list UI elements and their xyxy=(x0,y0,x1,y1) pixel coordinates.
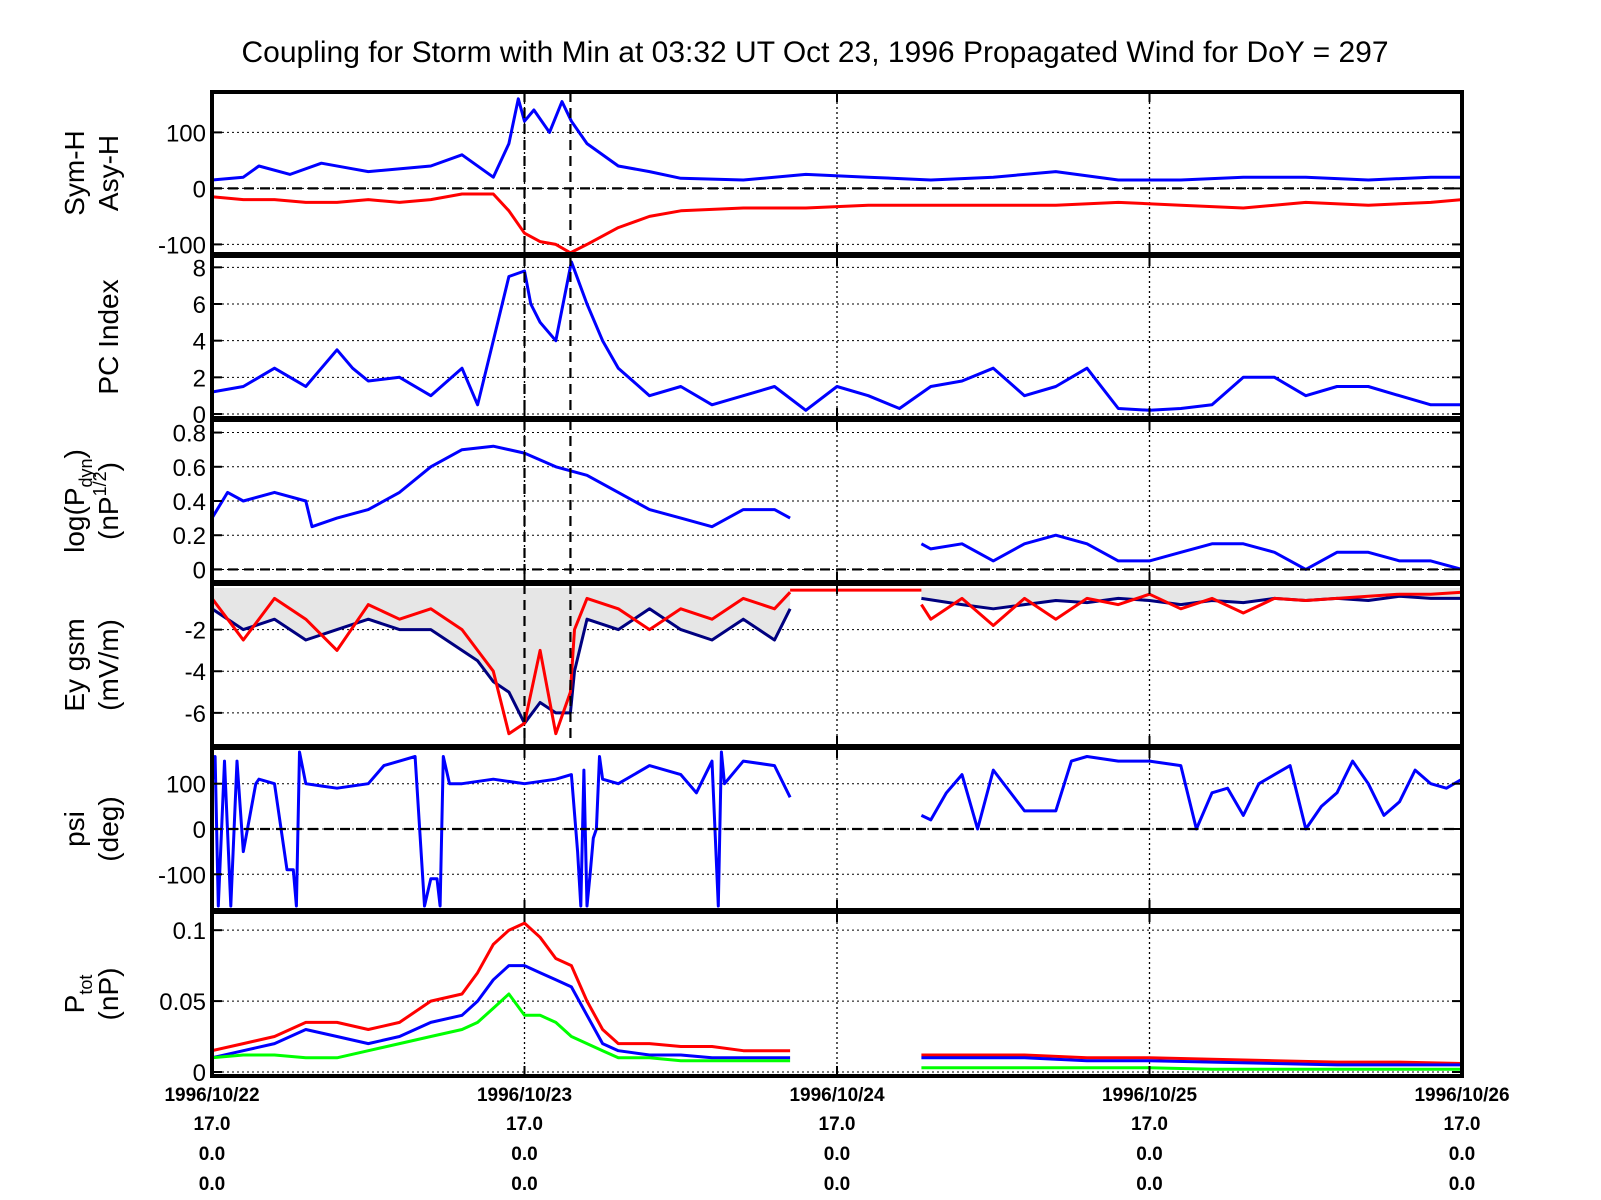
plot-area xyxy=(212,97,1462,254)
x-row2-label: 0.0 xyxy=(824,1144,850,1165)
y-axis-label: Ey gsm xyxy=(59,618,90,711)
panels: -100 0 100 Sym-H Asy-H 0 2 4 6 8 PC Index 0 0.2 0.4 0.… xyxy=(59,90,1464,1087)
series-line-red xyxy=(921,1053,1462,1065)
x-axis-labels: 1996/10/22 17.0 0.0 0.0 1996/10/23 17.0 0.0 0.0… xyxy=(164,1085,1509,1195)
panel-frame xyxy=(210,910,1464,1078)
x-row3-label: 0.0 xyxy=(199,1174,225,1195)
y-axis-label: Ptot xyxy=(59,975,96,1014)
y-tick-label: 100 xyxy=(166,120,206,147)
y-tick-label: -2 xyxy=(185,618,206,645)
y-tick-label: 0.8 xyxy=(173,421,206,448)
x-date-label: 1996/10/22 xyxy=(164,1085,259,1106)
y-tick-label: -4 xyxy=(185,659,206,686)
y-tick-label: 0.2 xyxy=(173,523,206,550)
x-row1-label: 17.0 xyxy=(1444,1114,1481,1135)
x-date-label: 1996/10/23 xyxy=(477,1085,572,1106)
x-row3-label: 0.0 xyxy=(511,1174,537,1195)
panel-6: 0 0.05 0.1 Ptot(nP) xyxy=(59,910,1464,1087)
series-line-blue xyxy=(920,755,1462,831)
y-tick-label: 0.4 xyxy=(173,489,206,516)
y-tick-label: 8 xyxy=(193,255,206,282)
x-date-label: 1996/10/25 xyxy=(1102,1085,1198,1106)
series-line-green xyxy=(212,992,791,1063)
plot-area xyxy=(212,444,1462,571)
area-fill xyxy=(921,588,1462,609)
y-axis-label-units: (nP1/2) xyxy=(90,462,124,540)
y-tick-label: 0 xyxy=(193,176,206,203)
x-date-label: 1996/10/24 xyxy=(789,1085,885,1106)
y-tick-label: -100 xyxy=(158,232,206,259)
series-line-blue xyxy=(920,533,1462,571)
plot-area xyxy=(212,260,1462,412)
plot-area xyxy=(212,750,1462,908)
y-tick-label: 0.1 xyxy=(173,918,206,945)
plot-area xyxy=(212,588,1462,736)
panel-2: 0 2 4 6 8 PC Index xyxy=(93,254,1464,429)
series-line-blue xyxy=(212,750,792,908)
y-axis-label: psi xyxy=(59,811,90,847)
y-tick-label: 0 xyxy=(193,817,206,844)
y-tick-label: 0.6 xyxy=(173,455,206,482)
y-axis-label-units: (mV/m) xyxy=(93,619,124,711)
y-axis-label-units: (nP) xyxy=(93,968,124,1021)
series-line-red xyxy=(212,591,792,736)
x-row2-label: 0.0 xyxy=(1449,1144,1475,1165)
figure-title: Coupling for Storm with Min at 03:32 UT … xyxy=(241,36,1388,69)
series-line-blue xyxy=(212,97,1462,182)
x-row2-label: 0.0 xyxy=(1136,1144,1162,1165)
x-row1-label: 17.0 xyxy=(819,1114,856,1135)
panel-3: 0 0.2 0.4 0.6 0.8 log(Pdyn)(nP1/2) xyxy=(59,418,1464,584)
panel-1: -100 0 100 Sym-H Asy-H xyxy=(59,90,1464,259)
series-line-red xyxy=(920,590,1462,627)
y-tick-label: 100 xyxy=(166,772,206,799)
panel-5: -100 0 100 psi (deg) xyxy=(59,746,1464,912)
y-axis-label: PC Index xyxy=(93,279,124,394)
series-line-blue xyxy=(921,1056,1462,1067)
y-tick-label: -100 xyxy=(158,862,206,889)
y-tick-label: -6 xyxy=(185,701,206,728)
y-axis-label: Sym-H xyxy=(59,130,90,216)
y-tick-label: 0 xyxy=(193,557,206,584)
panel-4: -6 -4 -2 Ey gsm (mV/m) xyxy=(59,582,1464,748)
x-row3-label: 0.0 xyxy=(1136,1174,1162,1195)
y-tick-label: 0.05 xyxy=(159,989,206,1016)
series-line-blue xyxy=(212,444,791,529)
plot-area xyxy=(212,921,1462,1071)
x-row2-label: 0.0 xyxy=(199,1144,225,1165)
series-line-blue xyxy=(212,260,1462,412)
x-row2-label: 0.0 xyxy=(511,1144,537,1165)
x-row1-label: 17.0 xyxy=(1131,1114,1168,1135)
y-tick-label: 0 xyxy=(193,402,206,429)
x-date-label: 1996/10/26 xyxy=(1414,1085,1509,1106)
series-line-red xyxy=(212,921,791,1053)
y-axis-label-units: Asy-H xyxy=(93,135,124,211)
y-tick-label: 0 xyxy=(193,1060,206,1087)
y-axis-label: log(Pdyn) xyxy=(59,449,96,553)
series-line-blue xyxy=(212,964,791,1060)
x-row1-label: 17.0 xyxy=(194,1114,231,1135)
y-axis-label-units: (deg) xyxy=(93,796,124,861)
y-tick-label: 4 xyxy=(193,329,206,356)
series-line-green xyxy=(921,1066,1462,1071)
series-line-red xyxy=(212,192,1462,254)
x-row3-label: 0.0 xyxy=(824,1174,850,1195)
x-row3-label: 0.0 xyxy=(1449,1174,1475,1195)
y-tick-label: 2 xyxy=(193,365,206,392)
y-tick-label: 6 xyxy=(193,292,206,319)
x-row1-label: 17.0 xyxy=(506,1114,543,1135)
